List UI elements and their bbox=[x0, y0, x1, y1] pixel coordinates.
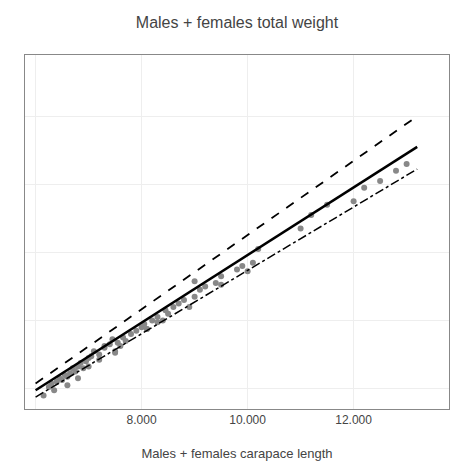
svg-text:Males + females carapace lengt: Males + females carapace length bbox=[141, 446, 332, 461]
svg-text:10.000: 10.000 bbox=[229, 413, 266, 427]
svg-text:Males + females total weight: Males + females total weight bbox=[136, 14, 339, 31]
svg-text:12.000: 12.000 bbox=[335, 413, 372, 427]
svg-text:8.000: 8.000 bbox=[127, 413, 157, 427]
